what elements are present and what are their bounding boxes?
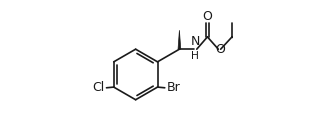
Text: H: H (191, 51, 199, 61)
Text: Br: Br (167, 81, 181, 94)
Text: Cl: Cl (92, 81, 104, 94)
Text: N: N (190, 35, 200, 48)
Text: O: O (215, 43, 225, 56)
Polygon shape (178, 30, 181, 49)
Text: O: O (203, 10, 212, 22)
